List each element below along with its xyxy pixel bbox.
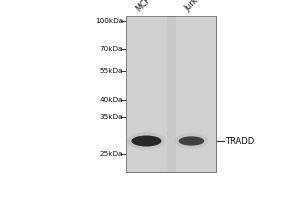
Text: 35kDa: 35kDa: [100, 114, 123, 120]
Bar: [126, 16, 216, 172]
Text: 100kDa: 100kDa: [95, 18, 123, 24]
Ellipse shape: [178, 136, 204, 146]
Ellipse shape: [131, 136, 161, 146]
Ellipse shape: [175, 133, 208, 149]
Text: Jurkat: Jurkat: [183, 0, 206, 13]
Text: 55kDa: 55kDa: [100, 68, 123, 74]
Bar: [126, 16, 167, 172]
Text: 40kDa: 40kDa: [100, 97, 123, 103]
Text: 25kDa: 25kDa: [100, 151, 123, 157]
Bar: [126, 16, 216, 172]
Text: TRADD: TRADD: [225, 136, 254, 146]
Bar: [176, 16, 216, 172]
Ellipse shape: [127, 132, 166, 150]
Text: 70kDa: 70kDa: [100, 46, 123, 52]
Text: MCF7: MCF7: [134, 0, 156, 13]
